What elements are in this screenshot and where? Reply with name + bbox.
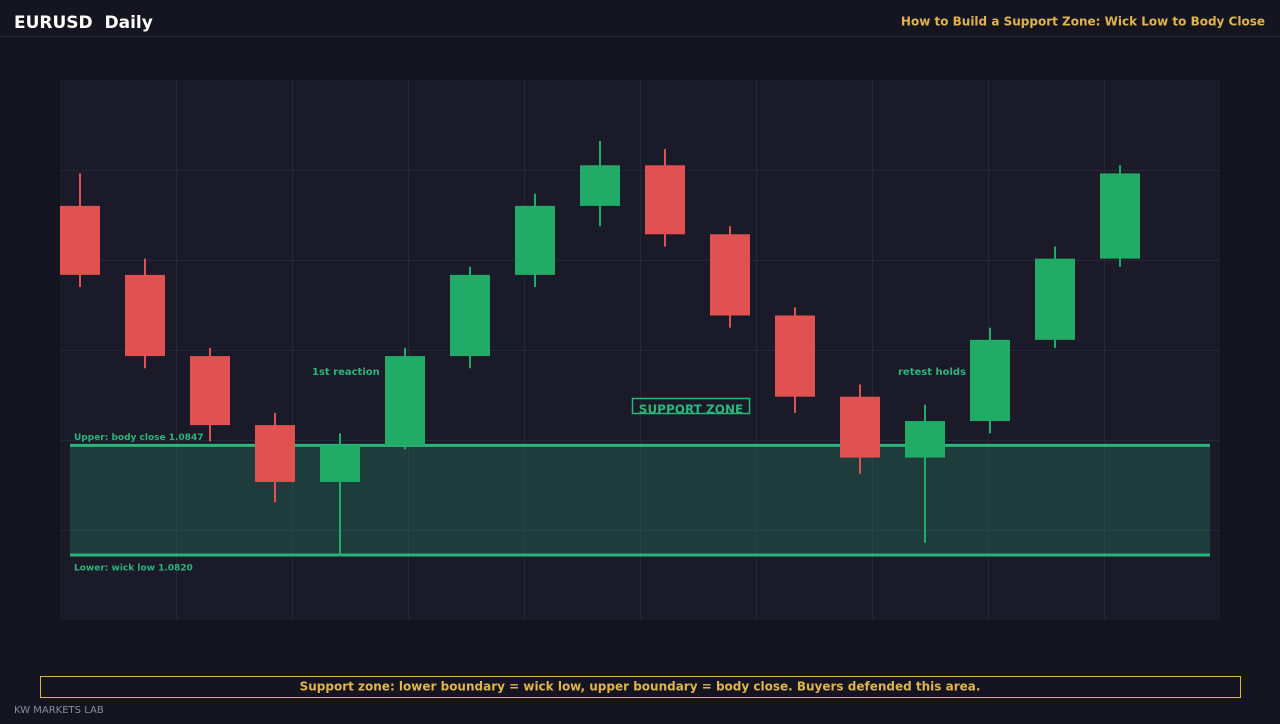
caption: Support zone: lower boundary = wick low,… — [300, 680, 981, 694]
candle-body — [840, 396, 880, 458]
brand: KW MARKETS LAB — [14, 705, 104, 716]
candles-layer — [60, 140, 1140, 556]
subtitle: How to Build a Support Zone: Wick Low to… — [901, 15, 1265, 29]
candle-body — [450, 274, 490, 357]
caption-box — [40, 676, 1241, 698]
candle-body — [580, 165, 620, 206]
zone-label-box — [631, 397, 751, 415]
candle-body — [125, 274, 165, 357]
candle-body — [320, 445, 360, 482]
candle-body — [710, 234, 750, 316]
zone-upper-label: Upper: body close 1.0847 — [74, 433, 203, 443]
candle-body — [905, 421, 945, 458]
candle-body — [645, 165, 685, 235]
candle-body — [60, 205, 100, 275]
candle-body — [385, 356, 425, 446]
candle-body — [970, 339, 1010, 422]
candle-body — [255, 425, 295, 482]
candle-body — [1035, 258, 1075, 340]
annotation: retest holds — [898, 367, 966, 378]
candle-body — [190, 356, 230, 426]
chart-title: EURUSD Daily — [14, 13, 153, 33]
zone-label: SUPPORT ZONE — [639, 403, 743, 417]
candle-body — [515, 205, 555, 275]
candle-body — [775, 315, 815, 397]
annotation: 1st reaction — [312, 367, 380, 378]
support-zone — [70, 445, 1210, 556]
zone-lower-label: Lower: wick low 1.0820 — [74, 564, 193, 574]
grid — [60, 80, 1220, 620]
candle-body — [1100, 173, 1140, 259]
